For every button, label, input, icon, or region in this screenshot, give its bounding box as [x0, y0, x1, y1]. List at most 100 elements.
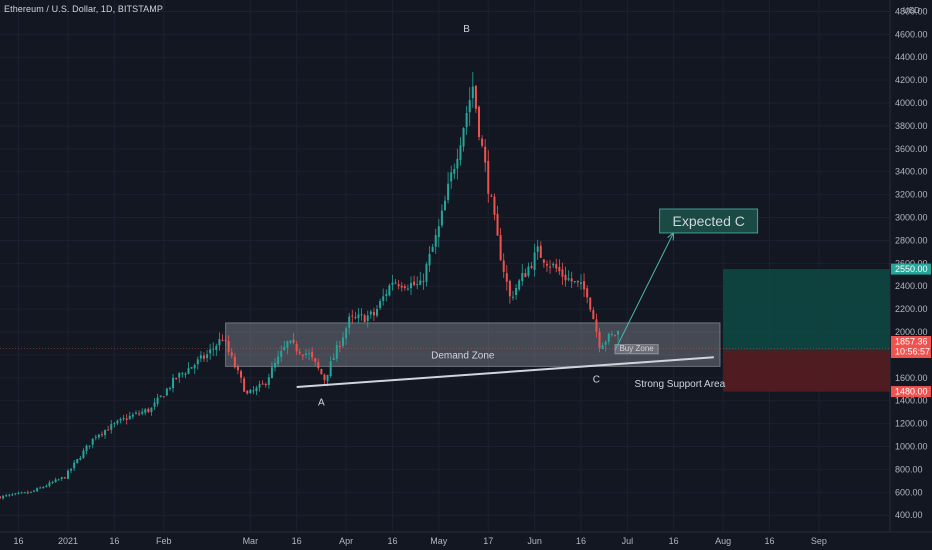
candle[interactable] — [289, 340, 292, 345]
candle[interactable] — [431, 243, 434, 253]
candle[interactable] — [301, 354, 304, 361]
target-price-tag[interactable] — [891, 263, 931, 275]
candle[interactable] — [598, 327, 601, 353]
candle[interactable] — [14, 493, 17, 496]
candle[interactable] — [36, 487, 39, 492]
candle[interactable] — [515, 284, 518, 300]
candle[interactable] — [481, 135, 484, 148]
candle[interactable] — [51, 480, 54, 485]
candle[interactable] — [311, 347, 314, 362]
candle[interactable] — [199, 351, 202, 363]
candle[interactable] — [125, 414, 128, 425]
candle[interactable] — [286, 340, 289, 355]
candle[interactable] — [66, 468, 69, 480]
candle[interactable] — [181, 371, 184, 378]
candle[interactable] — [363, 313, 366, 323]
candle[interactable] — [533, 243, 536, 277]
candle[interactable] — [172, 373, 175, 393]
symbol-title[interactable]: Ethereum / U.S. Dollar, 1D, BITSTAMP — [4, 4, 163, 14]
candle[interactable] — [304, 348, 307, 359]
candle[interactable] — [372, 307, 375, 322]
candle[interactable] — [308, 349, 311, 361]
candle[interactable] — [76, 458, 79, 464]
candle[interactable] — [264, 382, 267, 388]
candle[interactable] — [447, 172, 450, 204]
candle[interactable] — [456, 148, 459, 180]
candle[interactable] — [376, 304, 379, 318]
candle[interactable] — [437, 218, 440, 248]
candle[interactable] — [450, 165, 453, 189]
candle[interactable] — [243, 376, 246, 392]
candle[interactable] — [453, 163, 456, 180]
candle[interactable] — [252, 386, 255, 395]
candle[interactable] — [116, 419, 119, 426]
price-axis[interactable]: 200.00400.00600.00800.001000.001200.0014… — [889, 0, 932, 543]
candle[interactable] — [369, 309, 372, 319]
candle[interactable] — [236, 364, 239, 375]
candle[interactable] — [82, 448, 85, 459]
stop-zone[interactable] — [723, 350, 890, 392]
candle[interactable] — [5, 493, 8, 498]
candle[interactable] — [209, 343, 212, 360]
candle[interactable] — [91, 438, 94, 449]
candle[interactable] — [240, 369, 243, 383]
candle[interactable] — [45, 484, 48, 488]
candle[interactable] — [521, 264, 524, 286]
candle[interactable] — [277, 350, 280, 368]
candle[interactable] — [190, 367, 193, 369]
candle[interactable] — [610, 330, 613, 337]
candle[interactable] — [490, 193, 493, 197]
candle[interactable] — [119, 417, 122, 424]
candle[interactable] — [79, 455, 82, 461]
candle[interactable] — [184, 372, 187, 379]
candle[interactable] — [440, 204, 443, 228]
candle[interactable] — [573, 280, 576, 284]
candle[interactable] — [416, 276, 419, 290]
time-axis[interactable]: 16 2021 16 Feb Mar 16 Apr 16 May 17 Jun 16 Jul 16 Aug 1… — [0, 531, 932, 550]
candle[interactable] — [462, 127, 465, 152]
candle[interactable] — [178, 372, 181, 383]
candle[interactable] — [558, 259, 561, 275]
candle[interactable] — [613, 334, 616, 337]
candle[interactable] — [595, 313, 598, 338]
candle[interactable] — [342, 331, 345, 349]
expected-callout[interactable] — [659, 208, 759, 234]
candle[interactable] — [385, 289, 388, 302]
candle[interactable] — [477, 105, 480, 141]
candle[interactable] — [536, 239, 539, 260]
candle[interactable] — [48, 480, 51, 488]
candle[interactable] — [332, 352, 335, 361]
candle[interactable] — [233, 353, 236, 369]
candle[interactable] — [162, 395, 165, 398]
candle[interactable] — [583, 273, 586, 298]
candle[interactable] — [592, 307, 595, 320]
candle[interactable] — [351, 309, 354, 324]
candle[interactable] — [345, 326, 348, 345]
candle[interactable] — [465, 105, 468, 135]
candle[interactable] — [419, 271, 422, 286]
candle[interactable] — [11, 493, 14, 496]
candle[interactable] — [406, 284, 409, 291]
candle[interactable] — [379, 298, 382, 311]
candle[interactable] — [542, 258, 545, 268]
candles[interactable] — [0, 71, 620, 500]
candle[interactable] — [94, 434, 97, 441]
projection-arrow[interactable] — [614, 232, 675, 351]
candle[interactable] — [73, 459, 76, 471]
candle[interactable] — [434, 228, 437, 254]
candle[interactable] — [298, 348, 301, 355]
candle[interactable] — [493, 193, 496, 221]
candle[interactable] — [545, 260, 548, 272]
candle[interactable] — [215, 343, 218, 356]
candle[interactable] — [539, 241, 542, 258]
support-trendline[interactable] — [296, 356, 714, 388]
candle[interactable] — [165, 387, 168, 397]
candle[interactable] — [422, 273, 425, 290]
candle[interactable] — [320, 368, 323, 375]
candle[interactable] — [88, 445, 91, 450]
candle[interactable] — [110, 419, 113, 434]
candle[interactable] — [564, 266, 567, 287]
candle[interactable] — [258, 380, 261, 392]
candle[interactable] — [576, 280, 579, 288]
